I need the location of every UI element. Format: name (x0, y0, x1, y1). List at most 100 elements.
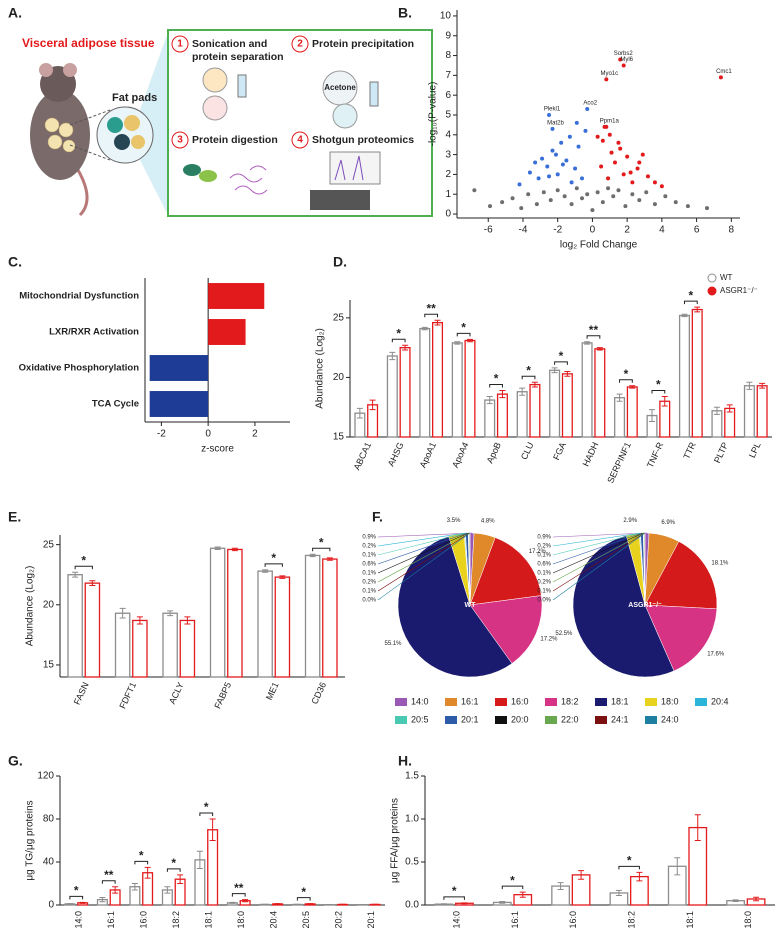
error-bar (584, 341, 591, 345)
significance: * (171, 856, 176, 870)
point (628, 170, 633, 175)
significance: * (559, 349, 564, 363)
significance-bracket (619, 379, 633, 383)
bar (581, 342, 593, 438)
slice-label: 0.1% (537, 553, 551, 559)
point (573, 166, 578, 171)
legend-label: 18:2 (561, 696, 579, 706)
error-bar (66, 903, 73, 905)
significance-bracket (456, 332, 471, 337)
significance: * (271, 551, 276, 565)
point (540, 156, 545, 161)
point (659, 184, 664, 189)
legend-swatch (445, 716, 457, 724)
step-number: 3 (177, 135, 183, 146)
pie-slice (644, 604, 718, 672)
slice-label: 17.2% (529, 549, 547, 555)
bar (274, 576, 291, 678)
error-bar (461, 902, 468, 905)
workflow-box (167, 29, 433, 217)
icon (199, 170, 217, 182)
significance-bracket (69, 895, 84, 900)
point-label: Plekl1 (544, 107, 561, 113)
error-bar (519, 387, 526, 396)
panel-label: A. (8, 5, 22, 21)
y-axis-label: -log₁₀(P-value) (428, 82, 439, 147)
legend-swatch (395, 716, 407, 724)
significance-bracket (554, 361, 568, 365)
bar (304, 554, 321, 678)
step-3: 3 Protein digestion (171, 131, 278, 195)
panel-label: F. (372, 509, 383, 525)
point (621, 172, 626, 177)
significance-bracket (296, 897, 311, 901)
bar (322, 558, 338, 678)
significance: * (74, 883, 79, 897)
significance-bracket (134, 860, 149, 865)
step-2: 2 Protein precipitation Acetone (291, 35, 414, 129)
y-axis-label: Abundance (Log₂) (315, 328, 326, 409)
error-bar (262, 569, 269, 573)
point (637, 198, 642, 203)
x-tick-label: ACLY (167, 681, 186, 706)
point (618, 146, 623, 151)
significance-bracket (651, 389, 666, 394)
point-label: Ppm1a (600, 118, 620, 124)
error-bar (389, 351, 396, 361)
error-bar (759, 382, 766, 389)
significance: * (494, 372, 499, 386)
icon (237, 74, 247, 98)
x-tick-label: FABP5 (212, 681, 233, 711)
icon (183, 164, 201, 176)
icon (202, 67, 228, 93)
error-bar (694, 814, 701, 841)
y-tick-label: 0.0 (405, 900, 419, 911)
legend-swatch (645, 698, 657, 706)
x-tick-label: ApoA1 (418, 441, 438, 470)
x-tick-label: 0 (590, 225, 596, 236)
legend-label: 24:1 (611, 714, 629, 724)
significance-bracket (74, 565, 93, 570)
slice-label: 0.1% (362, 571, 376, 577)
x-tick-label: PLTP (712, 441, 730, 465)
error-bar (713, 406, 720, 415)
significance-bracket (618, 865, 640, 870)
step-number: 4 (297, 135, 303, 146)
significance: * (656, 378, 661, 392)
x-tick-label: 20:5 (301, 911, 311, 929)
error-bar (369, 399, 376, 411)
annotated-point (547, 112, 552, 117)
significance: * (624, 367, 629, 381)
point (510, 196, 515, 201)
point (580, 196, 585, 201)
x-tick-label: -6 (484, 225, 493, 236)
error-bar (144, 866, 151, 879)
error-bar (681, 313, 688, 318)
significance-bracket (521, 375, 536, 380)
pie-name: WT (465, 602, 477, 609)
panel-label: E. (8, 509, 21, 525)
y-tick-label: 120 (37, 771, 54, 782)
y-tick-label: 5 (445, 110, 451, 121)
point (595, 134, 600, 139)
point-label: Aco2 (583, 101, 597, 107)
error-bar (557, 882, 564, 891)
step-badge (171, 35, 189, 53)
error-bar (564, 370, 571, 377)
bar (626, 386, 638, 438)
legend-marker (707, 286, 717, 296)
error-bar (421, 326, 428, 331)
error-bar (326, 557, 333, 561)
icon (369, 81, 379, 107)
x-tick-label: 14:0 (74, 911, 84, 929)
legend-label: 20:1 (461, 714, 479, 724)
x-tick-label: -2 (553, 225, 562, 236)
bar (496, 393, 508, 438)
point (630, 180, 635, 185)
leader-line (552, 532, 644, 574)
point (519, 206, 524, 211)
annotated-point (604, 77, 609, 82)
error-bar (694, 306, 701, 313)
y-tick-label: 10 (440, 11, 452, 22)
slice-label: 3.5% (447, 518, 461, 524)
